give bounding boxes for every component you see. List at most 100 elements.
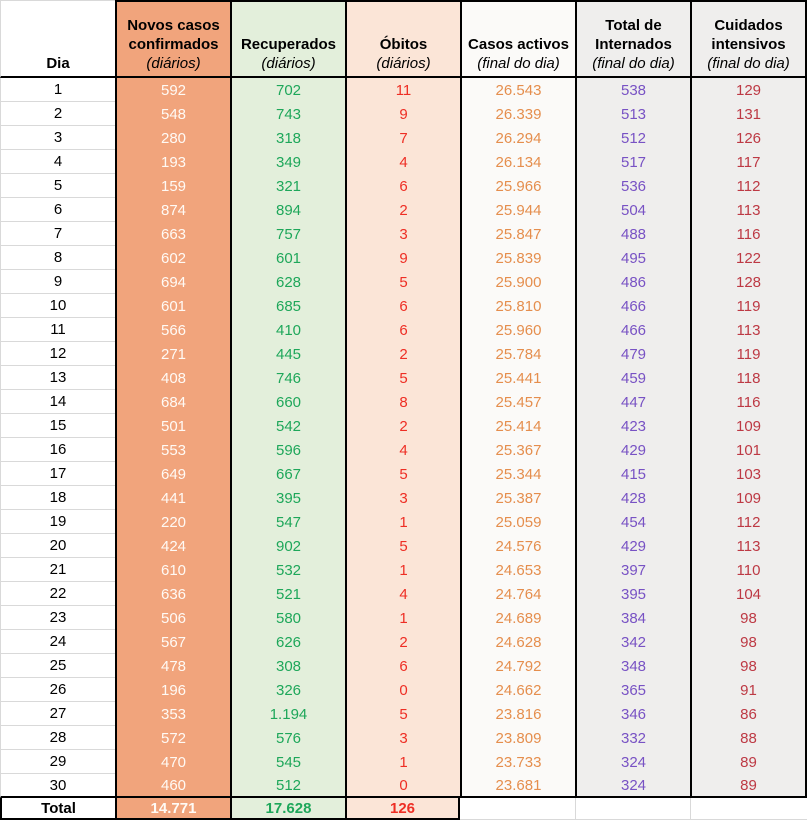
hospitalized-cell: 365: [575, 678, 690, 702]
hospitalized-cell: 324: [575, 774, 690, 798]
recovered-cell: 628: [230, 270, 345, 294]
deaths-cell: 6: [345, 318, 460, 342]
active-cases-cell: 25.944: [460, 198, 575, 222]
hospitalized-cell: 466: [575, 318, 690, 342]
total-empty-cell: [690, 798, 807, 820]
icu-cell: 110: [690, 558, 807, 582]
active-cases-cell: 25.847: [460, 222, 575, 246]
icu-cell: 104: [690, 582, 807, 606]
table-row: 1 592 702 11 26.543 538 129: [0, 78, 807, 102]
active-cases-cell: 25.784: [460, 342, 575, 366]
recovered-cell: 685: [230, 294, 345, 318]
deaths-cell: 2: [345, 342, 460, 366]
new-cases-cell: 159: [115, 174, 230, 198]
deaths-cell: 0: [345, 774, 460, 798]
table-row: 29 470 545 1 23.733 324 89: [0, 750, 807, 774]
active-cases-cell: 26.543: [460, 78, 575, 102]
total-empty-cell: [575, 798, 690, 820]
active-cases-cell: 25.367: [460, 438, 575, 462]
table-row: 10 601 685 6 25.810 466 119: [0, 294, 807, 318]
deaths-cell: 9: [345, 102, 460, 126]
recovered-cell: 702: [230, 78, 345, 102]
deaths-cell: 9: [345, 246, 460, 270]
hospitalized-cell: 324: [575, 750, 690, 774]
hospitalized-cell: 486: [575, 270, 690, 294]
total-deaths-cell: 126: [345, 798, 460, 820]
recovered-cell: 757: [230, 222, 345, 246]
table-row: 15 501 542 2 25.414 423 109: [0, 414, 807, 438]
table-row: 25 478 308 6 24.792 348 98: [0, 654, 807, 678]
day-cell: 13: [0, 366, 115, 390]
table-row: 8 602 601 9 25.839 495 122: [0, 246, 807, 270]
deaths-cell: 2: [345, 198, 460, 222]
day-cell: 10: [0, 294, 115, 318]
new-cases-cell: 553: [115, 438, 230, 462]
recovered-cell: 308: [230, 654, 345, 678]
table-row: 22 636 521 4 24.764 395 104: [0, 582, 807, 606]
icu-cell: 101: [690, 438, 807, 462]
active-cases-cell: 24.792: [460, 654, 575, 678]
recovered-cell: 410: [230, 318, 345, 342]
column-header-recuperados: Recuperados (diários): [230, 0, 345, 78]
day-cell: 18: [0, 486, 115, 510]
day-cell: 21: [0, 558, 115, 582]
new-cases-cell: 694: [115, 270, 230, 294]
deaths-cell: 0: [345, 678, 460, 702]
new-cases-cell: 408: [115, 366, 230, 390]
icu-cell: 116: [690, 390, 807, 414]
deaths-cell: 2: [345, 630, 460, 654]
active-cases-cell: 25.966: [460, 174, 575, 198]
icu-cell: 113: [690, 318, 807, 342]
new-cases-cell: 601: [115, 294, 230, 318]
deaths-cell: 7: [345, 126, 460, 150]
day-cell: 4: [0, 150, 115, 174]
active-cases-cell: 23.809: [460, 726, 575, 750]
recovered-cell: 667: [230, 462, 345, 486]
hospitalized-cell: 454: [575, 510, 690, 534]
deaths-cell: 6: [345, 174, 460, 198]
column-header-casos-activos: Casos activos (final do dia): [460, 0, 575, 78]
deaths-cell: 1: [345, 510, 460, 534]
active-cases-cell: 25.059: [460, 510, 575, 534]
recovered-cell: 626: [230, 630, 345, 654]
active-cases-cell: 26.294: [460, 126, 575, 150]
table-row: 27 353 1.194 5 23.816 346 86: [0, 702, 807, 726]
table-row: 26 196 326 0 24.662 365 91: [0, 678, 807, 702]
active-cases-cell: 26.134: [460, 150, 575, 174]
active-cases-cell: 25.810: [460, 294, 575, 318]
day-cell: 11: [0, 318, 115, 342]
new-cases-cell: 566: [115, 318, 230, 342]
table-row: 28 572 576 3 23.809 332 88: [0, 726, 807, 750]
icu-cell: 129: [690, 78, 807, 102]
icu-cell: 98: [690, 606, 807, 630]
icu-cell: 89: [690, 750, 807, 774]
active-cases-cell: 25.900: [460, 270, 575, 294]
column-header-cuidados-intensivos: Cuidados intensivos (final do dia): [690, 0, 807, 78]
day-cell: 6: [0, 198, 115, 222]
day-cell: 29: [0, 750, 115, 774]
deaths-cell: 5: [345, 462, 460, 486]
table-row: 11 566 410 6 25.960 466 113: [0, 318, 807, 342]
deaths-cell: 3: [345, 726, 460, 750]
recovered-cell: 660: [230, 390, 345, 414]
table-row: 12 271 445 2 25.784 479 119: [0, 342, 807, 366]
icu-cell: 122: [690, 246, 807, 270]
deaths-cell: 4: [345, 438, 460, 462]
active-cases-cell: 23.681: [460, 774, 575, 798]
new-cases-cell: 572: [115, 726, 230, 750]
hospitalized-cell: 536: [575, 174, 690, 198]
icu-cell: 109: [690, 414, 807, 438]
table-row: 21 610 532 1 24.653 397 110: [0, 558, 807, 582]
icu-cell: 119: [690, 342, 807, 366]
deaths-cell: 4: [345, 150, 460, 174]
icu-cell: 91: [690, 678, 807, 702]
day-cell: 2: [0, 102, 115, 126]
recovered-cell: 580: [230, 606, 345, 630]
active-cases-cell: 26.339: [460, 102, 575, 126]
recovered-cell: 743: [230, 102, 345, 126]
recovered-cell: 532: [230, 558, 345, 582]
day-cell: 26: [0, 678, 115, 702]
new-cases-cell: 193: [115, 150, 230, 174]
recovered-cell: 596: [230, 438, 345, 462]
